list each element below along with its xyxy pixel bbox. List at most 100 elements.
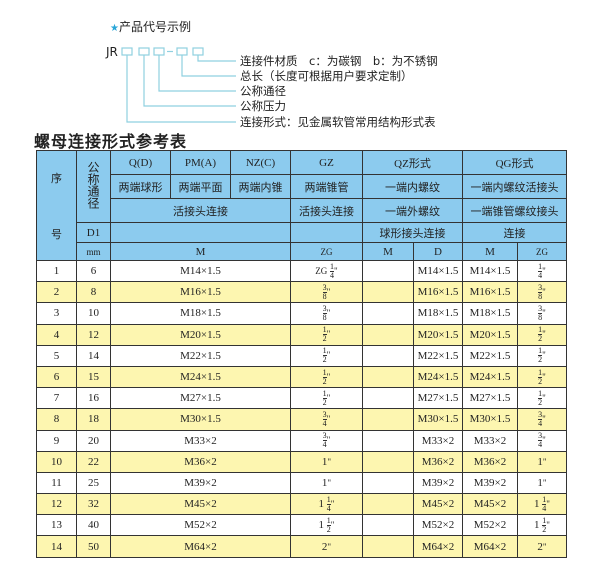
table-row: 10 22 M36×2 1" M36×2 M36×2 1" [36, 450, 568, 473]
cell-no: 11 [36, 471, 77, 495]
denominator: 2 [322, 397, 327, 407]
cell-d1: 32 [76, 493, 111, 516]
header-dn-text: 公称通径 [86, 161, 100, 209]
header-cell: M [110, 242, 291, 261]
cell-gz: 2" [290, 535, 363, 558]
star-icon: ★ [110, 23, 119, 34]
numerator: 3 [538, 282, 543, 293]
cell-qz-d: M14×1.5 [412, 259, 464, 283]
cell-qz-m [362, 365, 414, 389]
denominator: 2 [542, 524, 547, 534]
leader-line [197, 55, 236, 62]
thread-whole: 1 [318, 497, 325, 510]
example-title: ★产品代号示例 [110, 18, 191, 35]
thread-whole: 2 [537, 540, 543, 553]
denominator: 2 [538, 397, 543, 407]
header-cell: D [412, 242, 464, 261]
cell-qz-m [362, 514, 414, 537]
cell-no: 8 [36, 408, 77, 431]
leader-line [143, 55, 236, 107]
cell-gz: 1" [290, 450, 363, 473]
cell-qg-zg: 1 2 " [517, 323, 568, 346]
cell-d1: 6 [76, 259, 111, 283]
cell-qz-m [362, 344, 414, 367]
cell-qz-d: M18×1.5 [412, 302, 464, 325]
numerator: 1 [330, 261, 335, 272]
header-cell: ZG [517, 242, 568, 261]
cell-qg-m: M16×1.5 [462, 281, 519, 304]
cell-no: 3 [36, 302, 77, 325]
cell-no: 4 [36, 323, 77, 346]
cell-qg-zg: 1 2 " [517, 344, 568, 367]
cell-m: M20×1.5 [110, 323, 291, 346]
cell-qg-m: M33×2 [462, 429, 519, 452]
denominator: 2 [322, 355, 327, 365]
cell-no: 12 [36, 493, 77, 516]
cell-gz: 1 2 " [290, 344, 363, 367]
cell-d1: 8 [76, 281, 111, 304]
table-row: 6 15 M24×1.5 1 2 " M24×1.5 M24×1.5 1 2 " [36, 365, 568, 389]
denominator: 4 [542, 503, 547, 513]
cell-qz-d: M33×2 [412, 429, 464, 452]
cell-gz: 3 4 " [290, 429, 363, 452]
cell-m: M22×1.5 [110, 344, 291, 367]
numerator: 1 [538, 325, 543, 336]
numerator: 3 [322, 409, 327, 420]
cell-qz-d: M45×2 [412, 493, 464, 516]
cell-m: M18×1.5 [110, 302, 291, 325]
numerator: 1 [542, 515, 547, 526]
cell-qg-m: M30×1.5 [462, 408, 519, 431]
denominator: 8 [322, 291, 327, 301]
header-cell: NZ(C) [230, 150, 291, 175]
cell-qz-m [362, 450, 414, 473]
cell-qg-zg: 1" [517, 471, 568, 495]
cell-d1: 22 [76, 450, 111, 473]
cell-m: M64×2 [110, 535, 291, 558]
cell-d1: 25 [76, 471, 111, 495]
denominator: 2 [326, 524, 331, 534]
seq-char: 序 [51, 172, 62, 185]
code-box [153, 47, 165, 56]
cell-d1: 10 [76, 302, 111, 325]
cell-d1: 14 [76, 344, 111, 367]
code-prefix: JR [106, 45, 118, 59]
header-cell: M [462, 242, 519, 261]
header-cell: 活接头连接 [110, 198, 291, 223]
header-cell: mm [76, 242, 111, 261]
cell-d1: 20 [76, 429, 111, 452]
cell-qg-zg: 1 4 " [517, 259, 568, 283]
thread-prefix: ZG [315, 265, 328, 276]
header-cell: 连接 [462, 222, 568, 243]
header-cell [290, 222, 363, 243]
cell-qz-d: M20×1.5 [412, 323, 464, 346]
code-box [176, 47, 188, 56]
cell-qg-zg: 2" [517, 535, 568, 558]
cell-qg-m: M18×1.5 [462, 302, 519, 325]
denominator: 4 [322, 440, 327, 450]
cell-gz: 1 1 4 " [290, 493, 363, 516]
cell-d1: 40 [76, 514, 111, 537]
cell-qg-zg: 1 2 " [517, 387, 568, 410]
numerator: 3 [322, 282, 327, 293]
denominator: 4 [322, 418, 327, 428]
cell-gz: 3 8 " [290, 281, 363, 304]
header-cell: 一端内螺纹活接头 [462, 174, 568, 199]
numerator: 1 [322, 367, 327, 378]
cell-no: 10 [36, 450, 77, 473]
cell-qg-m: M20×1.5 [462, 323, 519, 346]
cell-qg-m: M64×2 [462, 535, 519, 558]
cell-m: M27×1.5 [110, 387, 291, 410]
denominator: 4 [326, 503, 331, 513]
numerator: 3 [538, 431, 543, 442]
cell-qg-m: M45×2 [462, 493, 519, 516]
table-row: 7 16 M27×1.5 1 2 " M27×1.5 M27×1.5 1 2 " [36, 387, 568, 410]
